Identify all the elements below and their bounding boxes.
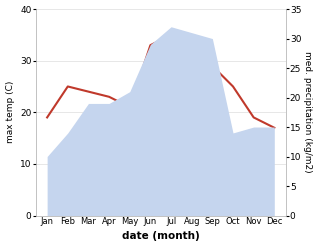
Y-axis label: max temp (C): max temp (C) xyxy=(5,81,15,144)
X-axis label: date (month): date (month) xyxy=(122,231,200,242)
Y-axis label: med. precipitation (kg/m2): med. precipitation (kg/m2) xyxy=(303,51,313,173)
